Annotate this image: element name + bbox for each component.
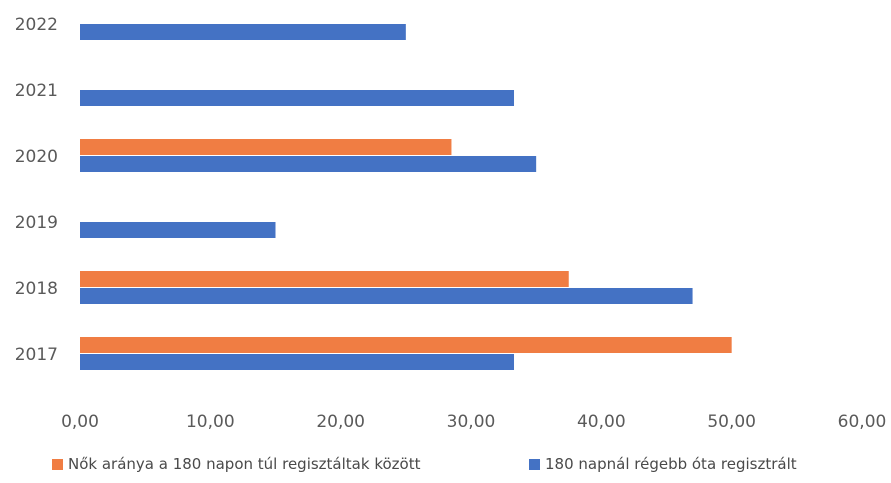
x-tick-label-2: 20,00	[316, 412, 365, 432]
x-tick-label-3: 30,00	[447, 412, 496, 432]
x-tick-label-5: 50,00	[707, 412, 756, 432]
bar-2018-series-2	[80, 288, 693, 304]
legend: Nők aránya a 180 napon túl regisztáltak …	[52, 455, 797, 473]
y-tick-label-2022: 2022	[15, 15, 58, 35]
x-tick-label-1: 10,00	[186, 412, 235, 432]
x-tick-label-4: 40,00	[577, 412, 626, 432]
y-tick-label-2021: 2021	[15, 81, 58, 101]
y-tick-label-2019: 2019	[15, 213, 58, 233]
x-axis-labels: 0,00 10,00 20,00 30,00 40,00 50,00 60,00	[61, 412, 886, 432]
bar-2021-series-2	[80, 90, 515, 106]
bar-2017-series-1	[80, 337, 732, 353]
bar-2018-series-1	[80, 271, 569, 287]
legend-label-series-1: Nők aránya a 180 napon túl regisztáltak …	[68, 455, 421, 473]
x-tick-label-0: 0,00	[61, 412, 99, 432]
y-tick-label-2018: 2018	[15, 279, 58, 299]
bar-2020-series-2	[80, 156, 537, 172]
legend-swatch-series-2	[529, 459, 540, 470]
x-tick-label-6: 60,00	[838, 412, 887, 432]
bar-2020-series-1	[80, 139, 452, 155]
bar-2022-series-2	[80, 24, 406, 40]
bars-group	[80, 24, 732, 370]
bar-2017-series-2	[80, 354, 515, 370]
y-tick-label-2020: 2020	[15, 147, 58, 167]
bar-2019-series-2	[80, 222, 276, 238]
y-tick-label-2017: 2017	[15, 345, 58, 365]
legend-label-series-2: 180 napnál régebb óta regisztrált	[545, 455, 797, 473]
y-axis-labels: 2017 2018 2019 2020 2021 2022	[15, 15, 58, 365]
legend-swatch-series-1	[52, 459, 63, 470]
